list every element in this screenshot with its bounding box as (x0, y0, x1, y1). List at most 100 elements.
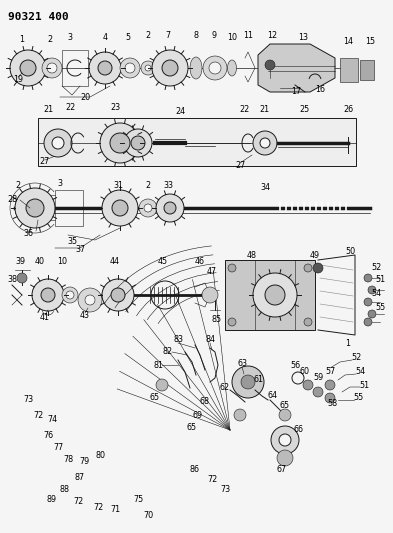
Text: 74: 74 (47, 416, 57, 424)
Circle shape (10, 50, 46, 86)
Circle shape (265, 60, 275, 70)
Text: 37: 37 (75, 246, 85, 254)
Circle shape (241, 375, 255, 389)
Text: 72: 72 (93, 504, 103, 513)
Polygon shape (258, 44, 335, 92)
Circle shape (52, 137, 64, 149)
Text: 26: 26 (343, 106, 353, 115)
Circle shape (62, 287, 78, 303)
Circle shape (102, 190, 138, 226)
Text: 14: 14 (343, 37, 353, 46)
Circle shape (303, 380, 313, 390)
Text: 75: 75 (133, 496, 143, 505)
Text: 55: 55 (375, 303, 385, 312)
Circle shape (277, 450, 293, 466)
Ellipse shape (190, 57, 202, 79)
Text: 71: 71 (110, 505, 120, 514)
Text: 70: 70 (143, 511, 153, 520)
Circle shape (232, 366, 264, 398)
Text: 22: 22 (65, 103, 75, 112)
Circle shape (100, 123, 140, 163)
Circle shape (325, 393, 335, 403)
Text: 7: 7 (165, 31, 171, 41)
Text: 3: 3 (57, 180, 62, 189)
Circle shape (47, 63, 57, 73)
Text: 2: 2 (145, 182, 151, 190)
Circle shape (279, 409, 291, 421)
Text: 90321 400: 90321 400 (8, 12, 69, 22)
Circle shape (120, 58, 140, 78)
Circle shape (98, 61, 112, 75)
Circle shape (124, 129, 152, 157)
Circle shape (368, 310, 376, 318)
Text: 45: 45 (158, 257, 168, 266)
Text: 80: 80 (95, 450, 105, 459)
Text: 38: 38 (7, 276, 17, 285)
Text: 54: 54 (371, 289, 381, 298)
Text: 2: 2 (48, 36, 53, 44)
Text: 54: 54 (355, 367, 365, 376)
Circle shape (253, 273, 297, 317)
Text: 31: 31 (113, 182, 123, 190)
Circle shape (364, 274, 372, 282)
Text: 68: 68 (200, 398, 210, 407)
Circle shape (26, 199, 44, 217)
Circle shape (265, 285, 285, 305)
Circle shape (253, 131, 277, 155)
Text: 81: 81 (153, 360, 163, 369)
Text: 21: 21 (259, 106, 269, 115)
Bar (340, 58, 358, 82)
Text: 82: 82 (163, 348, 173, 357)
Circle shape (152, 50, 188, 86)
Circle shape (203, 56, 227, 80)
Circle shape (260, 138, 270, 148)
Text: 66: 66 (293, 425, 303, 434)
Text: 57: 57 (325, 367, 335, 376)
Text: 27: 27 (235, 161, 245, 171)
Text: 59: 59 (313, 374, 323, 383)
Text: 87: 87 (75, 473, 85, 482)
Circle shape (209, 62, 221, 74)
Text: 50: 50 (345, 247, 355, 256)
Circle shape (131, 136, 145, 150)
Circle shape (102, 279, 134, 311)
Text: 60: 60 (300, 367, 310, 376)
Circle shape (313, 263, 323, 273)
Text: 44: 44 (110, 257, 120, 266)
Bar (360, 60, 374, 80)
Text: 65: 65 (280, 400, 290, 409)
Text: 85: 85 (212, 316, 222, 325)
Circle shape (125, 63, 135, 73)
Text: 41: 41 (40, 313, 50, 322)
Text: 55: 55 (353, 393, 363, 402)
Text: 8: 8 (193, 31, 198, 41)
Text: 49: 49 (310, 251, 320, 260)
Circle shape (228, 318, 236, 326)
Text: 52: 52 (351, 353, 361, 362)
Text: 10: 10 (227, 34, 237, 43)
Circle shape (78, 288, 102, 312)
Circle shape (17, 273, 27, 283)
Circle shape (139, 199, 157, 217)
Text: 34: 34 (260, 183, 270, 192)
Circle shape (228, 264, 236, 272)
Text: 1: 1 (20, 36, 24, 44)
Circle shape (162, 60, 178, 76)
Ellipse shape (228, 60, 237, 76)
Text: 73: 73 (23, 395, 33, 405)
Text: 36: 36 (23, 230, 33, 238)
Text: 35: 35 (67, 238, 77, 246)
Text: 77: 77 (53, 443, 63, 453)
Circle shape (41, 288, 55, 302)
Text: 21: 21 (43, 106, 53, 115)
Text: 33: 33 (163, 182, 173, 190)
Bar (38, 118, 356, 166)
Circle shape (364, 318, 372, 326)
Text: 20: 20 (80, 93, 90, 102)
Circle shape (279, 434, 291, 446)
Text: 52: 52 (371, 263, 381, 272)
Circle shape (304, 264, 312, 272)
Text: 4: 4 (103, 34, 108, 43)
Circle shape (368, 286, 376, 294)
Circle shape (313, 387, 323, 397)
